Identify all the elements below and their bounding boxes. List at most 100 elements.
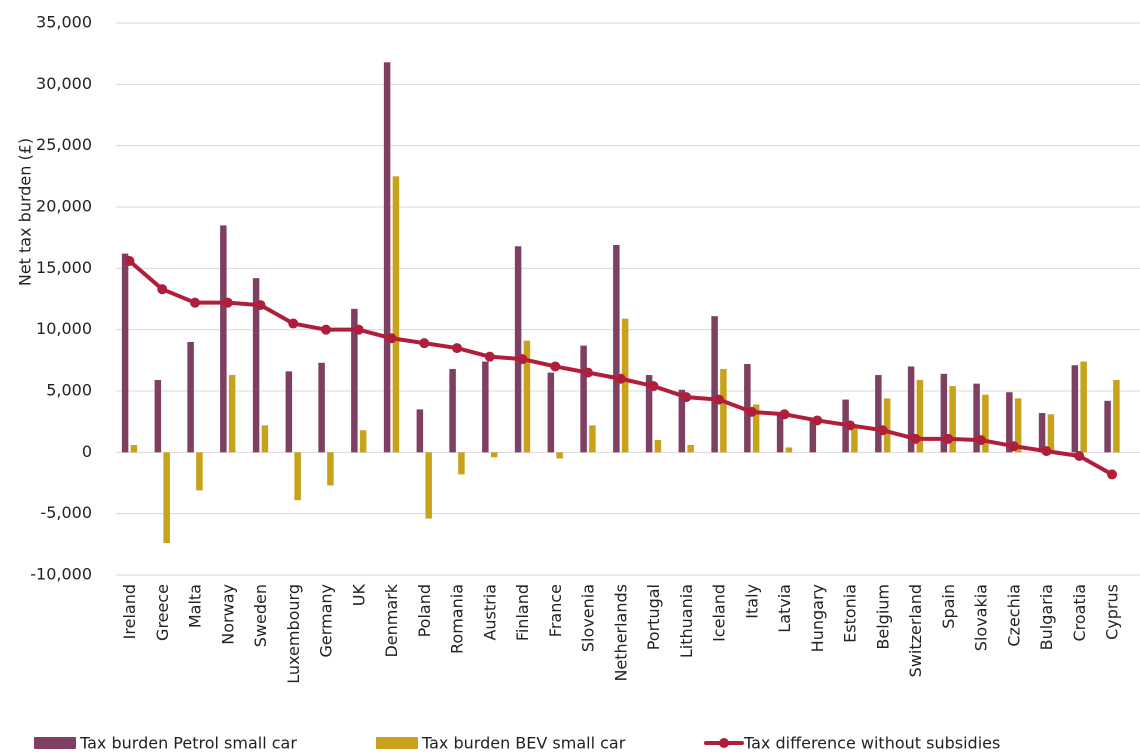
bar-bev xyxy=(523,340,531,453)
bar-bev xyxy=(130,444,138,453)
x-tick-label: Czechia xyxy=(1004,584,1023,647)
x-tick-label: Bulgaria xyxy=(1037,584,1056,650)
bar-bev xyxy=(458,452,465,475)
bar-bev xyxy=(1047,414,1055,453)
bar-petrol xyxy=(383,62,391,453)
x-tick-label: Romania xyxy=(448,584,467,654)
bar-petrol xyxy=(351,308,358,453)
x-tick-label: Greece xyxy=(153,584,172,641)
x-tick-label: Sweden xyxy=(251,584,270,647)
x-tick-label: Italy xyxy=(742,584,761,619)
bar-petrol xyxy=(416,409,424,453)
bar-petrol xyxy=(121,253,129,453)
bar-petrol xyxy=(875,375,882,453)
x-tick-label: Estonia xyxy=(841,584,860,643)
bar-bev xyxy=(261,425,269,453)
series-point-tax-difference xyxy=(615,373,626,384)
series-point-tax-difference xyxy=(321,324,331,335)
x-tick-label: Netherlands xyxy=(611,584,630,682)
series-point-tax-difference xyxy=(124,255,135,266)
bar-petrol xyxy=(580,345,587,453)
series-point-tax-difference xyxy=(157,284,168,295)
legend: Tax burden Petrol small car Tax burden B… xyxy=(34,734,1000,753)
bar-petrol xyxy=(973,383,980,453)
x-tick-label: Switzerland xyxy=(906,584,925,677)
bar-bev xyxy=(425,452,432,519)
bar-bev xyxy=(163,452,170,544)
y-tick-label: 30,000 xyxy=(36,74,92,93)
legend-dot-tax-difference xyxy=(719,738,729,748)
bar-petrol xyxy=(1104,400,1111,453)
series-point-tax-difference xyxy=(845,420,855,431)
bar-petrol xyxy=(678,389,686,453)
series-point-tax-difference xyxy=(452,343,462,354)
x-tick-label: Norway xyxy=(218,584,237,645)
bar-petrol xyxy=(220,225,227,453)
bar-petrol xyxy=(547,372,555,453)
series-point-tax-difference xyxy=(1107,469,1117,480)
grid-layer xyxy=(116,22,1140,576)
series-line-tax-difference xyxy=(127,258,1114,477)
x-tick-label: Denmark xyxy=(382,583,401,657)
bar-petrol xyxy=(809,419,817,453)
bar-petrol xyxy=(907,366,915,453)
y-tick-label: 10,000 xyxy=(36,319,92,338)
series-point-tax-difference xyxy=(812,415,823,426)
x-tick-label: Spain xyxy=(939,584,958,629)
bar-bev xyxy=(720,368,727,453)
legend-label-tax-difference: Tax difference without subsidies xyxy=(743,734,1000,753)
y-tick-label: 5,000 xyxy=(46,381,92,400)
x-tick-label: Austria xyxy=(480,584,499,641)
series-point-tax-difference xyxy=(943,433,954,444)
series-point-tax-difference xyxy=(1074,451,1085,462)
bar-petrol xyxy=(940,373,948,453)
bar-bev xyxy=(621,318,629,453)
x-tick-label: Slovenia xyxy=(579,584,598,652)
x-tick-label: Germany xyxy=(317,584,336,658)
series-point-tax-difference xyxy=(714,394,724,405)
bar-petrol xyxy=(711,316,718,453)
x-axis-ticks: Ireland Greece Malta Norway Sweden Luxembourg… xyxy=(120,583,1122,683)
legend-swatch-bev xyxy=(376,737,418,749)
series-point-tax-difference xyxy=(386,333,397,344)
series-point-tax-difference xyxy=(288,318,299,329)
legend-item-bev: Tax burden BEV small car xyxy=(376,734,626,753)
series-point-tax-difference xyxy=(910,433,921,444)
bar-bev xyxy=(228,375,236,453)
x-tick-label: Hungary xyxy=(808,584,827,652)
line-layer xyxy=(124,255,1117,480)
bar-bev xyxy=(982,394,989,453)
bar-bev xyxy=(392,176,400,453)
bar-bev xyxy=(490,452,498,458)
bar-bev xyxy=(949,386,956,453)
x-tick-label: UK xyxy=(349,583,368,606)
x-tick-label: Latvia xyxy=(775,584,794,633)
bar-bev xyxy=(1080,361,1087,453)
series-point-tax-difference xyxy=(648,381,659,392)
series-point-tax-difference xyxy=(419,338,430,349)
bar-bev xyxy=(589,425,596,453)
bar-bev xyxy=(327,452,334,486)
bar-petrol xyxy=(187,341,194,453)
y-tick-label: 35,000 xyxy=(36,13,92,32)
y-axis-title: Net tax burden (£) xyxy=(16,138,35,286)
bar-petrol xyxy=(613,245,620,453)
bar-bev xyxy=(1014,398,1022,453)
y-tick-label: 0 xyxy=(82,442,92,461)
x-tick-label: Ireland xyxy=(120,584,139,639)
series-point-tax-difference xyxy=(877,425,888,436)
legend-label-bev: Tax burden BEV small car xyxy=(421,734,626,753)
y-tick-label: -10,000 xyxy=(30,565,92,584)
series-point-tax-difference xyxy=(190,297,200,308)
series-point-tax-difference xyxy=(484,351,495,362)
x-tick-label: Lithuania xyxy=(677,584,696,658)
legend-swatch-petrol xyxy=(34,737,76,749)
series-point-tax-difference xyxy=(550,361,561,372)
x-tick-label: Belgium xyxy=(873,584,892,650)
series-point-tax-difference xyxy=(976,435,986,446)
bar-petrol xyxy=(1071,365,1079,453)
y-axis-ticks: -10,000 -5,000 0 5,000 10,000 15,000 20,000 25,… xyxy=(30,13,92,584)
x-tick-label: Poland xyxy=(415,584,434,637)
series-point-tax-difference xyxy=(583,367,593,378)
